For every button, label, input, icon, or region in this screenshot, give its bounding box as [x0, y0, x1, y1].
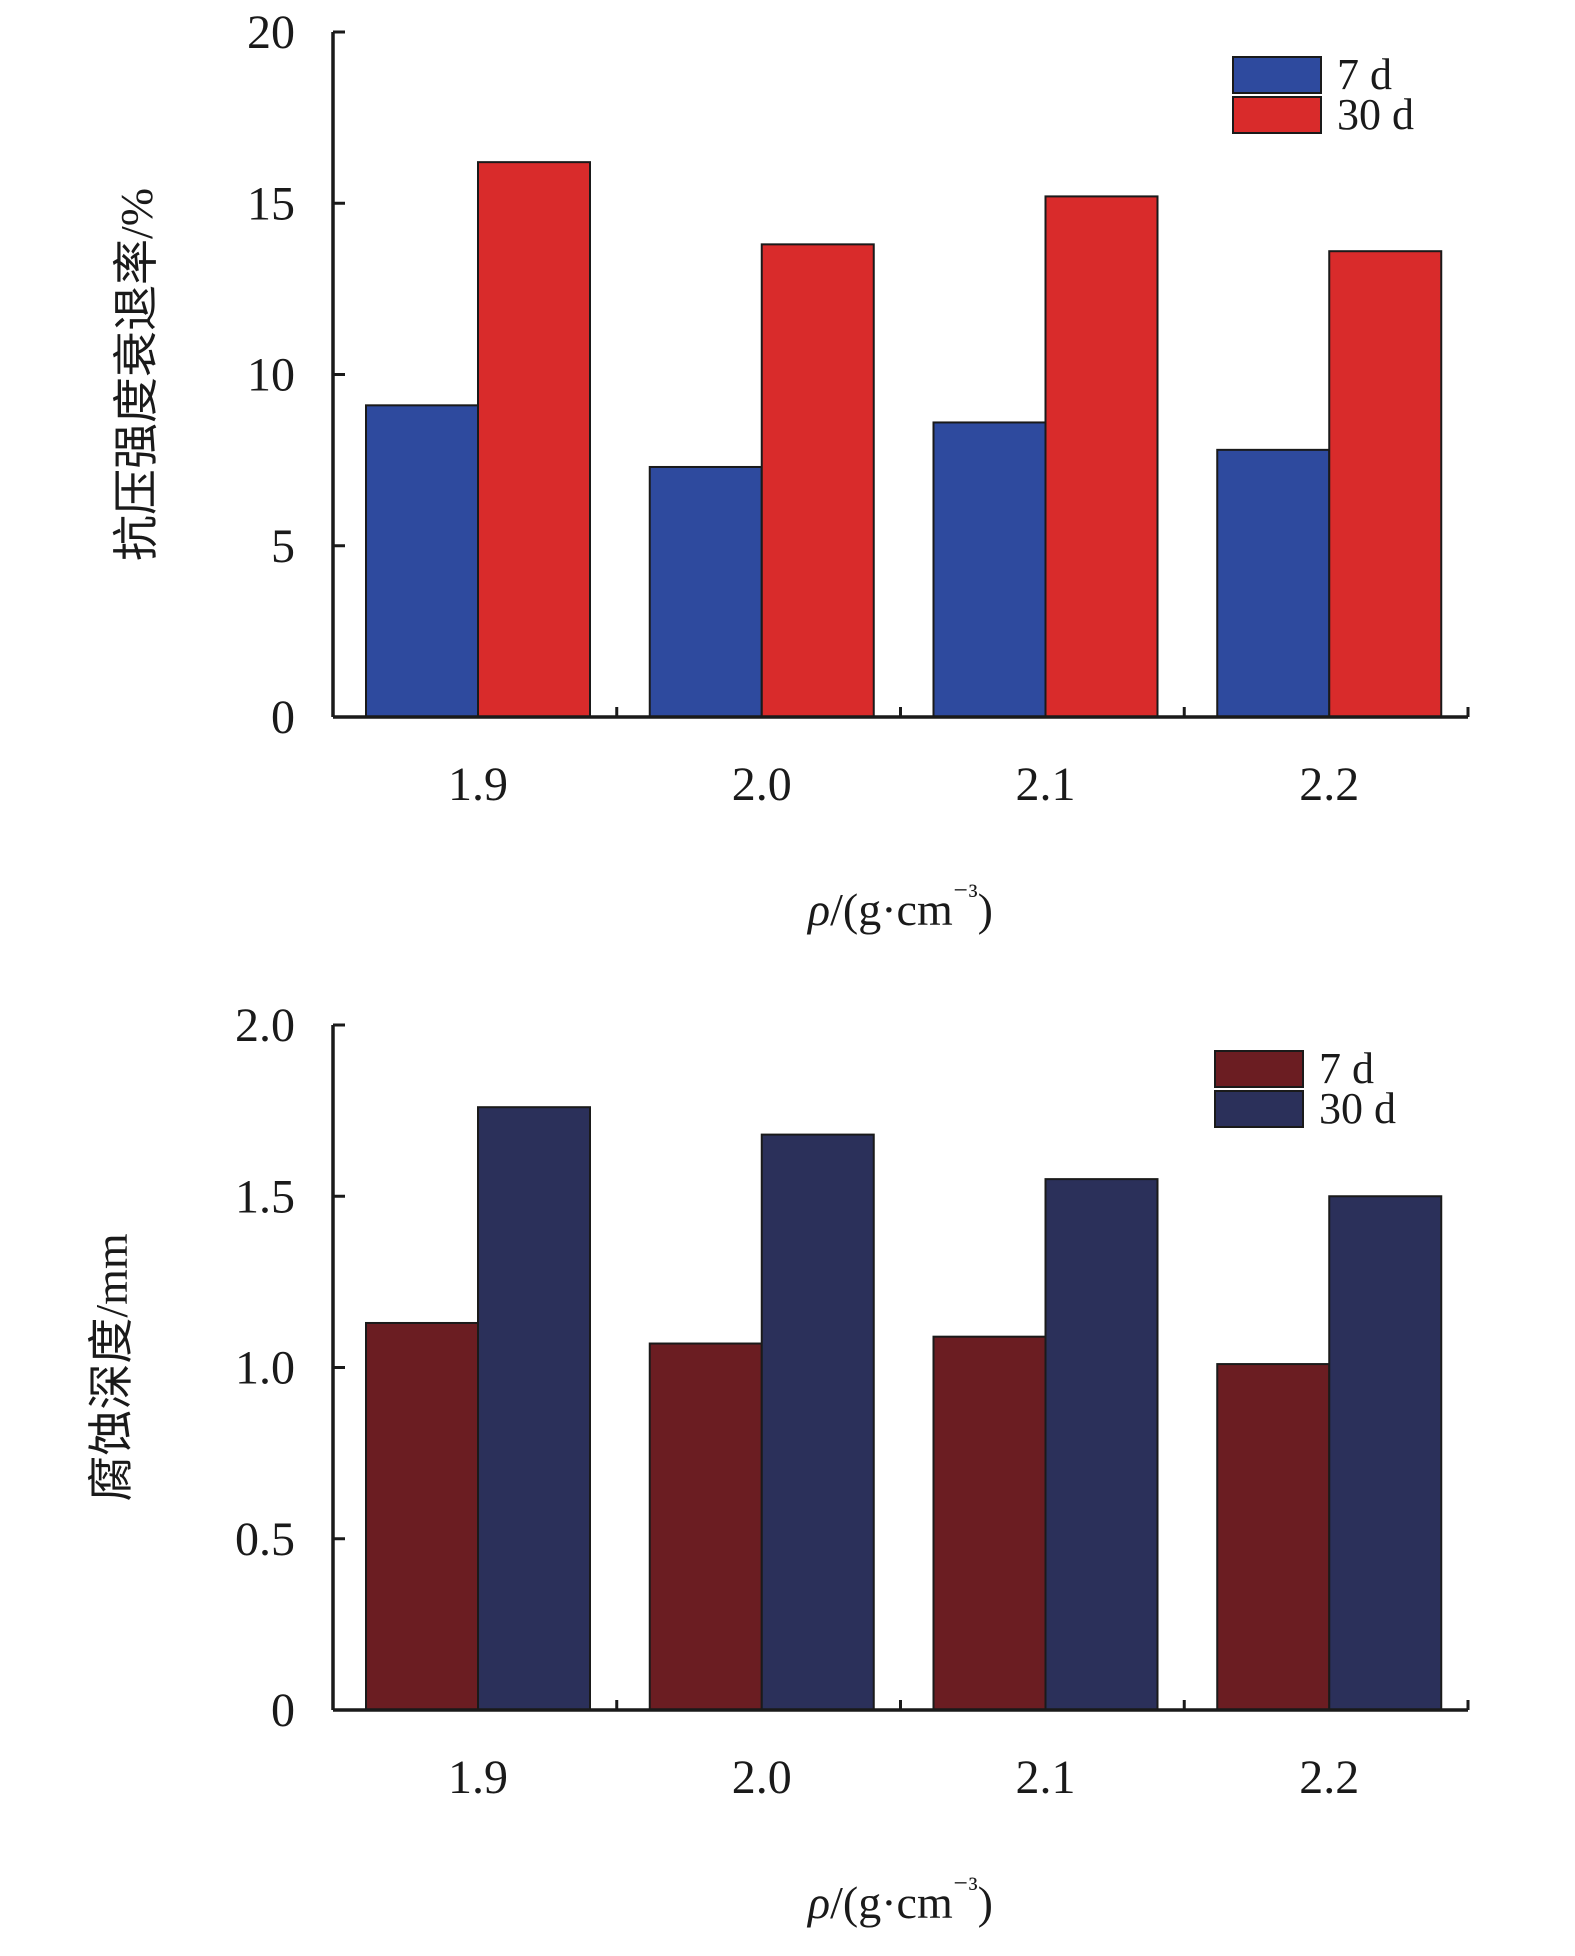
bar-30d-2.1 — [1044, 1178, 1159, 1711]
legend-label: 7 d — [1319, 1044, 1374, 1093]
y-axis-title: 腐蚀深度/mm — [86, 1233, 137, 1502]
bar-7d-2.2 — [1216, 1363, 1331, 1711]
legend: 7 d30 d — [1214, 1044, 1396, 1133]
x-tick-label: 2.0 — [732, 758, 792, 811]
y-tick-label: 5 — [271, 520, 295, 573]
x-tick-label: 1.9 — [448, 758, 508, 811]
y-tick-label: 0 — [271, 691, 295, 744]
x-tick-label: 2.1 — [1016, 1751, 1076, 1804]
bar-7d-2.0 — [648, 1342, 763, 1712]
bar-7d-2.1 — [932, 1335, 1047, 1712]
bar-7d-1.9 — [365, 404, 479, 718]
x-tick-label: 2.2 — [1299, 1751, 1359, 1804]
corrosion-depth-chart: 0 0.5 1.0 1.5 2.0 1.9 2.0 2.1 2.2 ρ/(g·cm⁻³) 腐蚀深度/… — [86, 999, 1470, 1928]
bar-30d-2.2 — [1328, 250, 1443, 718]
bar-7d-2.1 — [932, 421, 1047, 718]
y-tick-label: 20 — [247, 6, 295, 59]
bar-30d-1.9 — [477, 161, 591, 718]
legend-label: 30 d — [1337, 90, 1414, 139]
x-tick-label: 2.1 — [1016, 758, 1076, 811]
x-tick-label: 2.0 — [732, 1751, 792, 1804]
bar-30d-2.0 — [760, 1133, 875, 1711]
bar-7d-2.0 — [648, 465, 763, 718]
legend: 7 d30 d — [1232, 50, 1414, 139]
x-axis-title: ρ/(g·cm⁻³) — [806, 1872, 993, 1928]
legend-swatch — [1214, 1050, 1304, 1088]
compressive-strength-chart: 0 5 10 15 20 1.9 2.0 2.1 2.2 ρ/(g·cm⁻³) 抗压强度衰退率/% 7… — [111, 6, 1470, 935]
bar-7d-1.9 — [365, 1321, 479, 1711]
bar-30d-2.1 — [1044, 195, 1159, 718]
y-tick-label: 0.5 — [235, 1513, 295, 1566]
x-tick-label: 2.2 — [1299, 758, 1359, 811]
y-axis-title: 抗压强度衰退率/% — [111, 188, 162, 561]
bar-30d-2.0 — [760, 243, 875, 718]
legend-swatch — [1232, 96, 1322, 134]
y-tick-label: 2.0 — [235, 999, 295, 1052]
legend-swatch — [1214, 1090, 1304, 1128]
y-tick-label: 1.0 — [235, 1342, 295, 1395]
x-axis-title: ρ/(g·cm⁻³) — [806, 879, 993, 935]
y-tick-label: 10 — [247, 349, 295, 402]
legend-label: 30 d — [1319, 1084, 1396, 1133]
legend-label: 7 d — [1337, 50, 1392, 99]
bar-30d-2.2 — [1328, 1195, 1443, 1711]
bar-30d-1.9 — [477, 1106, 591, 1711]
legend-swatch — [1232, 56, 1322, 94]
x-tick-label: 1.9 — [448, 1751, 508, 1804]
bar-7d-2.2 — [1216, 448, 1331, 718]
y-tick-label: 15 — [247, 177, 295, 230]
y-tick-label: 0 — [271, 1684, 295, 1737]
y-tick-label: 1.5 — [235, 1170, 295, 1223]
